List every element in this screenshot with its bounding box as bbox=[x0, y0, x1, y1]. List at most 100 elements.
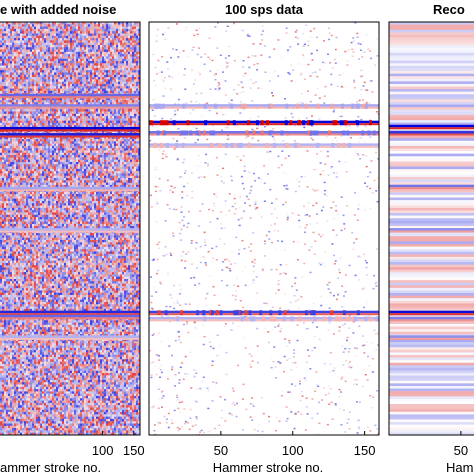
noise-cell bbox=[46, 38, 49, 41]
noise-cell bbox=[138, 42, 140, 46]
noise-cell bbox=[40, 83, 43, 87]
noise-cell bbox=[2, 198, 5, 202]
noise-cell bbox=[54, 120, 57, 124]
noise-cell bbox=[4, 184, 7, 188]
noise-cell bbox=[74, 148, 77, 151]
noise-cell bbox=[116, 150, 119, 154]
noise-cell bbox=[54, 86, 57, 89]
noise-cell bbox=[110, 28, 113, 32]
noise-cell bbox=[44, 77, 47, 80]
noise-cell bbox=[56, 109, 59, 112]
noise-cell bbox=[106, 136, 109, 140]
noise-cell bbox=[4, 86, 7, 89]
noise-cell bbox=[16, 83, 19, 87]
noise-cell bbox=[88, 42, 91, 46]
noise-cell bbox=[72, 33, 75, 37]
noise-cell bbox=[116, 173, 119, 177]
noise-cell bbox=[86, 38, 89, 41]
noise-cell bbox=[74, 79, 77, 82]
noise-cell bbox=[96, 72, 99, 76]
noise-cell bbox=[100, 205, 103, 209]
noise-cell bbox=[122, 113, 125, 117]
noise-cell bbox=[72, 116, 75, 119]
noise-cell bbox=[118, 100, 121, 103]
noise-cell bbox=[78, 116, 81, 119]
noise-cell bbox=[32, 198, 35, 202]
noise-cell bbox=[48, 198, 51, 202]
noise-cell bbox=[14, 203, 17, 206]
noise-cell bbox=[122, 182, 125, 186]
noise-cell bbox=[94, 38, 97, 41]
noise-cell bbox=[136, 150, 139, 154]
noise-cell bbox=[102, 61, 105, 64]
noise-cell bbox=[92, 97, 95, 101]
noise-cell bbox=[80, 90, 83, 94]
noise-cell bbox=[104, 152, 107, 156]
noise-cell bbox=[104, 122, 107, 126]
noise-cell bbox=[132, 152, 135, 156]
noise-cell bbox=[126, 81, 129, 85]
noise-cell bbox=[52, 38, 55, 41]
noise-cell bbox=[34, 102, 37, 105]
noise-cell bbox=[16, 40, 19, 43]
noise-cell bbox=[132, 61, 135, 64]
noise-cell bbox=[70, 145, 73, 149]
noise-cell bbox=[44, 79, 47, 82]
noise-cell bbox=[38, 88, 41, 92]
noise-cell bbox=[90, 61, 93, 64]
noise-cell bbox=[128, 145, 131, 149]
noise-cell bbox=[8, 194, 11, 197]
noise-cell bbox=[78, 97, 81, 101]
noise-cell bbox=[64, 24, 67, 27]
noise-cell bbox=[100, 182, 103, 186]
noise-cell bbox=[74, 159, 77, 163]
noise-cell bbox=[26, 120, 29, 124]
noise-cell bbox=[114, 56, 117, 60]
noise-cell bbox=[50, 191, 53, 195]
noise-cell bbox=[82, 79, 85, 82]
noise-cell bbox=[136, 194, 139, 197]
noise-cell bbox=[34, 141, 37, 144]
noise-cell bbox=[28, 24, 31, 27]
noise-cell bbox=[88, 44, 91, 48]
noise-cell bbox=[92, 67, 95, 71]
noise-cell bbox=[66, 184, 69, 188]
noise-cell bbox=[66, 109, 69, 112]
noise-cell bbox=[132, 148, 135, 151]
noise-cell bbox=[138, 150, 140, 154]
noise-cell bbox=[100, 111, 103, 115]
noise-cell bbox=[34, 44, 37, 48]
noise-cell bbox=[52, 180, 55, 183]
noise-cell bbox=[108, 150, 111, 154]
noise-cell bbox=[102, 207, 105, 211]
noise-cell bbox=[56, 175, 59, 179]
noise-cell bbox=[54, 111, 57, 115]
noise-cell bbox=[16, 102, 19, 105]
noise-cell bbox=[118, 148, 121, 151]
noise-cell bbox=[46, 111, 49, 115]
noise-cell bbox=[126, 56, 129, 60]
noise-cell bbox=[110, 125, 113, 128]
noise-cell bbox=[34, 157, 37, 160]
noise-cell bbox=[114, 196, 117, 199]
noise-cell bbox=[100, 100, 103, 103]
noise-cell bbox=[136, 100, 139, 103]
noise-cell bbox=[8, 175, 11, 179]
noise-cell bbox=[26, 56, 29, 60]
noise-cell bbox=[94, 180, 97, 183]
noise-cell bbox=[124, 155, 127, 158]
noise-cell bbox=[92, 79, 95, 82]
noise-cell bbox=[88, 173, 91, 177]
noise-cell bbox=[74, 122, 77, 126]
noise-cell bbox=[68, 166, 71, 170]
noise-cell bbox=[106, 74, 109, 78]
noise-cell bbox=[46, 63, 49, 66]
noise-cell bbox=[54, 171, 57, 174]
noise-cell bbox=[138, 118, 140, 121]
noise-cell bbox=[28, 122, 31, 126]
noise-cell bbox=[64, 86, 67, 89]
noise-cell bbox=[16, 157, 19, 160]
noise-cell bbox=[72, 159, 75, 163]
noise-cell bbox=[118, 102, 121, 105]
noise-cell bbox=[22, 24, 25, 27]
